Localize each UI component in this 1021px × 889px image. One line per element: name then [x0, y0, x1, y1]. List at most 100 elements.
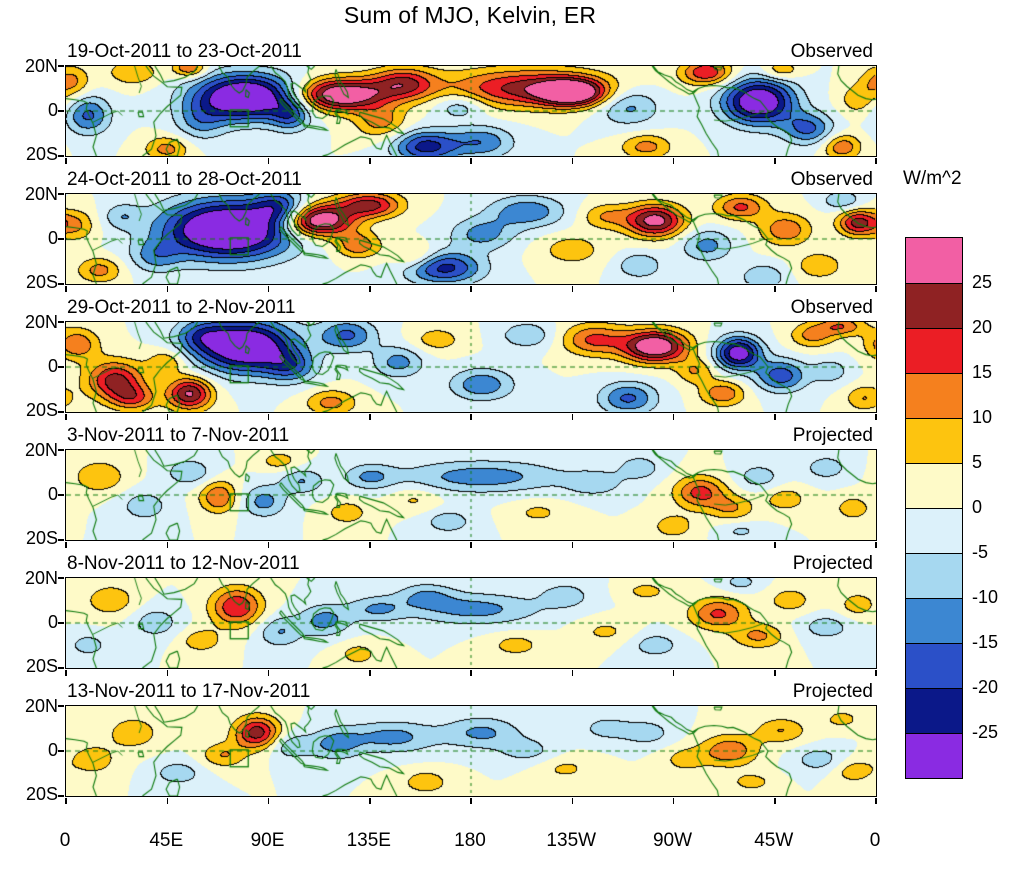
- x-axis-tick-mark: [672, 670, 675, 676]
- y-axis-label-20n: 20N: [24, 440, 58, 460]
- panel-status-label: Observed: [790, 169, 873, 190]
- colorbar-tick-label: -20: [972, 677, 999, 697]
- y-axis-tick-mark: [58, 750, 64, 752]
- x-axis-tick-label: 135E: [346, 830, 391, 851]
- colorbar-segment: [906, 238, 962, 283]
- anomaly-contour-canvas: [66, 322, 876, 412]
- anomaly-contour-canvas: [66, 578, 876, 668]
- map-panel-block-2: 24-Oct-2011 to 28-Oct-2011 Observed 20N …: [25, 168, 877, 292]
- y-axis-tick-mark: [58, 577, 64, 579]
- map-panel-block-1: 19-Oct-2011 to 23-Oct-2011 Observed 20N …: [25, 40, 877, 164]
- map-plot-area: 20N 0 20S: [25, 312, 877, 420]
- colorbar-segment: [906, 508, 962, 553]
- colorbar-tick-label: -5: [972, 542, 989, 562]
- x-axis-tick-mark: [774, 542, 776, 548]
- colorbar-tick-label: 15: [972, 362, 993, 382]
- x-axis-tick-mark: [672, 414, 675, 420]
- x-axis-tick-mark: [166, 670, 168, 676]
- y-axis-tick-mark: [58, 494, 64, 496]
- panel-heading: 8-Nov-2011 to 12-Nov-2011 Projected: [65, 552, 875, 577]
- y-axis-label-20n: 20N: [24, 56, 58, 76]
- y-axis-label-0: 0: [47, 100, 58, 120]
- y-axis-label-0: 0: [47, 484, 58, 504]
- colorbar-segment: [906, 463, 962, 508]
- colorbar-segment: [906, 283, 962, 328]
- x-axis-tick-mark: [65, 798, 67, 804]
- x-axis-tick-mark: [470, 414, 472, 420]
- map-plot-area: 20N 0 20S: [25, 440, 877, 548]
- x-axis-tick-mark: [470, 158, 472, 164]
- panel-date-range: 19-Oct-2011 to 23-Oct-2011: [67, 41, 302, 62]
- x-axis-tick-mark: [774, 670, 776, 676]
- x-axis-tick-mark: [774, 414, 776, 420]
- x-axis-tick-mark: [875, 158, 877, 164]
- x-axis-tick-mark: [875, 286, 877, 292]
- x-axis-tick-mark: [65, 414, 67, 420]
- x-axis-tick-mark: [571, 542, 573, 548]
- y-axis-label-20s: 20S: [25, 144, 58, 164]
- panel-date-range: 13-Nov-2011 to 17-Nov-2011: [67, 681, 311, 702]
- colorbar-segment: [906, 373, 962, 418]
- y-axis-label-20s: 20S: [25, 272, 58, 292]
- y-axis-tick-mark: [58, 65, 64, 67]
- figure-title: Sum of MJO, Kelvin, ER: [343, 2, 597, 28]
- x-axis-tick-mark: [672, 542, 675, 548]
- x-axis-tick-label: 135W: [546, 830, 597, 851]
- y-axis-label-0: 0: [47, 356, 58, 376]
- map-panel-block-3: 29-Oct-2011 to 2-Nov-2011 Observed 20N 0…: [25, 296, 877, 420]
- x-axis-tick-mark: [369, 670, 371, 676]
- x-axis-tick-mark: [369, 158, 371, 164]
- x-axis-tick-mark: [774, 158, 776, 164]
- x-axis-tick-label: 90W: [652, 830, 693, 851]
- x-axis-tick-mark: [672, 286, 675, 292]
- panel-stack: 19-Oct-2011 to 23-Oct-2011 Observed 20N …: [25, 40, 877, 808]
- x-axis-tick-mark: [774, 798, 776, 804]
- x-axis-tick-mark: [267, 798, 270, 804]
- map-plot-area: 20N 0 20S: [25, 56, 877, 164]
- x-axis-tick-mark: [470, 542, 472, 548]
- y-axis-label-20n: 20N: [24, 184, 58, 204]
- x-axis-tick-label: 90E: [250, 830, 285, 851]
- x-axis-tick-mark: [267, 542, 270, 548]
- panel-status-label: Projected: [792, 553, 873, 574]
- colorbar: 25 20 15 10 5 0 -5 -10 -15 -20 -25: [905, 237, 998, 779]
- anomaly-contour-canvas: [66, 706, 876, 796]
- x-axis-tick-mark: [571, 158, 573, 164]
- y-axis-tick-mark: [58, 705, 64, 707]
- colorbar-segment: [906, 418, 962, 463]
- x-axis-tick-mark: [875, 670, 877, 676]
- x-axis-tick-mark: [65, 670, 67, 676]
- colorbar-segment: [906, 643, 962, 688]
- x-axis-tick-mark: [267, 414, 270, 420]
- y-axis-tick-mark: [58, 321, 64, 323]
- map-panel-block-4: 3-Nov-2011 to 7-Nov-2011 Projected 20N 0…: [25, 424, 877, 548]
- map-plot-area: 20N 0 20S: [25, 184, 877, 292]
- panel-status-label: Observed: [790, 297, 873, 318]
- x-axis-tick-mark: [571, 670, 573, 676]
- x-axis-tick-mark: [875, 414, 877, 420]
- x-axis-tick-mark: [65, 286, 67, 292]
- colorbar-segment: [906, 553, 962, 598]
- map-plot-area: 20N 0 20S: [25, 568, 877, 676]
- y-axis-label-20n: 20N: [24, 696, 58, 716]
- x-axis-tick-mark: [369, 286, 371, 292]
- panel-status-label: Projected: [792, 681, 873, 702]
- colorbar-tick-label: 5: [972, 452, 983, 472]
- y-axis-label-20s: 20S: [25, 784, 58, 804]
- x-axis-tick-mark: [470, 286, 472, 292]
- colorbar-tick-label: 25: [972, 272, 993, 292]
- panel-date-range: 24-Oct-2011 to 28-Oct-2011: [67, 169, 302, 190]
- y-axis-tick-mark: [58, 539, 64, 541]
- y-axis-tick-mark: [58, 667, 64, 669]
- y-axis-tick-mark: [58, 155, 64, 157]
- anomaly-contour-canvas: [66, 194, 876, 284]
- y-axis-tick-mark: [58, 193, 64, 195]
- x-axis-tick-mark: [166, 414, 168, 420]
- x-axis-tick-label: 180: [454, 830, 486, 851]
- colorbar-segment: [906, 328, 962, 373]
- panel-heading: 19-Oct-2011 to 23-Oct-2011 Observed: [65, 40, 875, 65]
- x-axis-tick-labels: 0 45E 90E 135E 180 135W 90W 45W 0: [60, 830, 881, 854]
- x-axis-tick-mark: [470, 670, 472, 676]
- panel-date-range: 29-Oct-2011 to 2-Nov-2011: [67, 297, 296, 318]
- x-axis-tick-mark: [267, 286, 270, 292]
